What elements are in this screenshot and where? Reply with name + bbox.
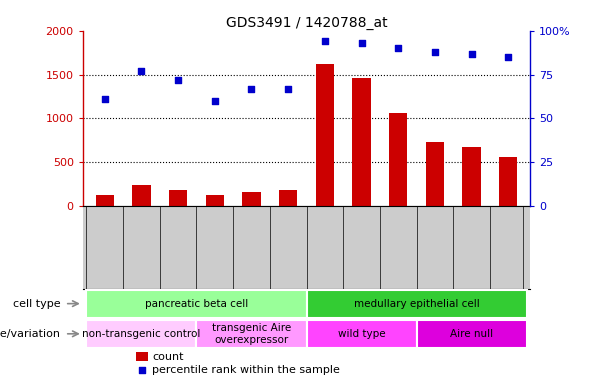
Bar — [205, 195, 224, 206]
Point — [320, 38, 330, 44]
Bar — [389, 113, 408, 206]
Bar — [417, 320, 527, 348]
Point — [210, 98, 219, 104]
Text: count: count — [152, 352, 184, 362]
Text: Aire null: Aire null — [450, 329, 493, 339]
Point — [283, 86, 293, 92]
Bar — [169, 190, 188, 206]
Text: wild type: wild type — [338, 329, 386, 339]
Bar — [316, 64, 334, 206]
Point — [246, 86, 256, 92]
Point — [503, 54, 513, 60]
Bar — [86, 320, 196, 348]
Text: pancreatic beta cell: pancreatic beta cell — [145, 299, 248, 309]
Bar — [96, 195, 114, 206]
Bar — [137, 352, 148, 361]
Text: non-transgenic control: non-transgenic control — [82, 329, 200, 339]
Bar — [306, 320, 417, 348]
Text: genotype/variation: genotype/variation — [0, 329, 61, 339]
Bar — [425, 142, 444, 206]
Bar — [306, 290, 527, 318]
Text: percentile rank within the sample: percentile rank within the sample — [152, 365, 340, 375]
Text: transgenic Aire
overexpressor: transgenic Aire overexpressor — [212, 323, 291, 344]
Bar — [242, 192, 261, 206]
Bar — [352, 78, 371, 206]
Point — [394, 45, 403, 51]
Point — [430, 49, 440, 55]
Title: GDS3491 / 1420788_at: GDS3491 / 1420788_at — [226, 16, 387, 30]
Bar — [279, 190, 297, 206]
Bar — [132, 185, 151, 206]
Point — [173, 77, 183, 83]
Bar — [196, 320, 306, 348]
Point — [137, 68, 147, 74]
Point — [466, 50, 476, 56]
Text: cell type: cell type — [13, 299, 61, 309]
Bar — [86, 290, 306, 318]
Text: medullary epithelial cell: medullary epithelial cell — [354, 299, 479, 309]
Point — [137, 367, 147, 373]
Bar — [499, 157, 517, 206]
Bar — [462, 147, 481, 206]
Point — [357, 40, 367, 46]
Point — [100, 96, 110, 102]
